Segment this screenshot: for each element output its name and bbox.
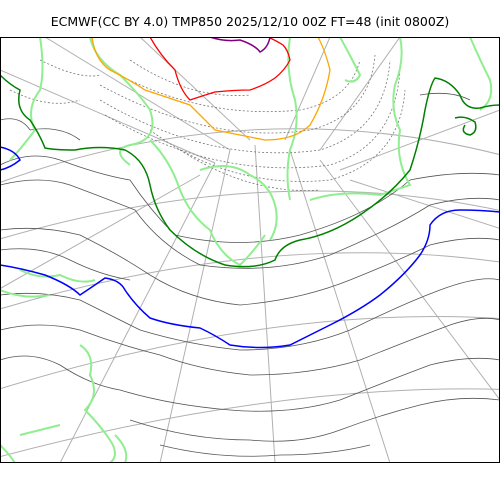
- latitude-lines: [0, 128, 500, 458]
- isotherm-lines: [0, 92, 500, 457]
- map-title: ECMWF(CC BY 4.0) TMP850 2025/12/10 00Z F…: [50, 14, 450, 29]
- map-border: [0, 37, 500, 463]
- isotherm-green-blob: [454, 116, 477, 136]
- isotherm-green: [0, 74, 500, 268]
- isotherm-blue-left: [0, 146, 21, 171]
- isotherm-dashed-lines: [9, 54, 406, 191]
- map-canvas: [0, 37, 500, 463]
- isotherm-purple: [209, 37, 271, 53]
- isotherm-red: [149, 37, 291, 101]
- map-panel: [0, 37, 500, 463]
- isotherm-orange: [91, 37, 331, 141]
- isotherm-blue: [0, 209, 500, 349]
- coastlines: [0, 37, 493, 463]
- longitude-lines: [0, 37, 500, 463]
